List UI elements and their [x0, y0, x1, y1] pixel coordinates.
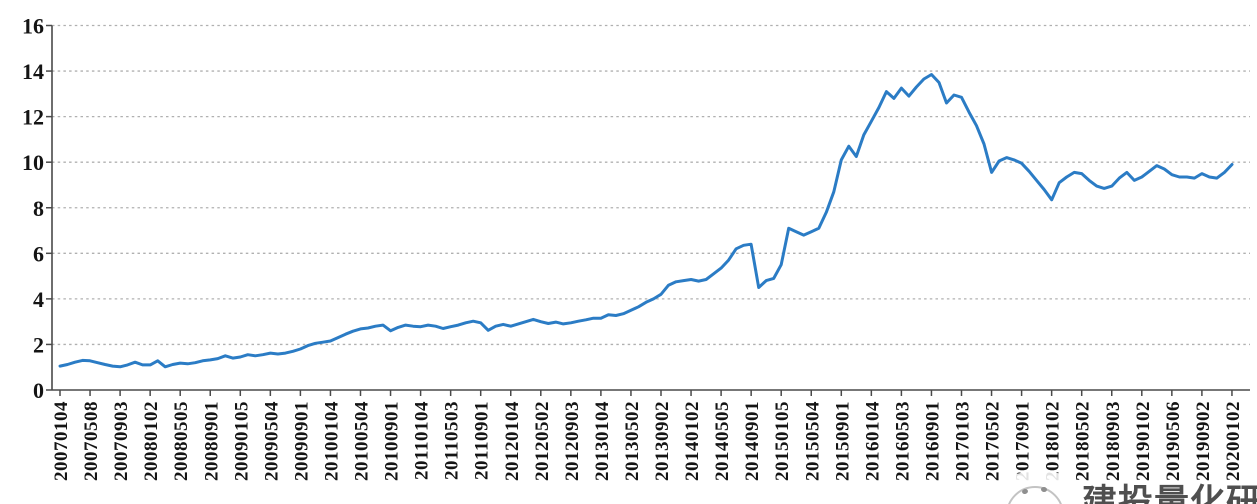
x-axis-tick-label: 20100901 [382, 401, 403, 481]
y-axis-tick-label: 6 [33, 241, 44, 266]
x-axis-tick-label: 20110901 [472, 401, 493, 480]
x-axis-tick-label: 20140901 [742, 401, 763, 481]
y-axis-tick-label: 12 [22, 105, 44, 130]
x-axis-tick-label: 20150901 [832, 401, 853, 481]
x-axis-tick-label: 20120502 [532, 401, 553, 481]
x-axis-tick-label: 20150504 [802, 401, 823, 481]
x-axis-tick-label: 20170901 [1013, 401, 1034, 481]
y-axis-tick-label: 4 [33, 287, 44, 312]
x-axis-tick-label: 20080901 [201, 401, 222, 481]
y-axis-tick-label: 0 [33, 378, 44, 403]
x-axis-tick-label: 20090504 [261, 401, 282, 481]
x-axis-tick-label: 20160104 [862, 401, 883, 481]
x-axis-tick-label: 20140505 [712, 401, 733, 481]
x-axis-tick-label: 20170103 [953, 401, 974, 481]
x-axis-tick-label: 20140102 [682, 401, 703, 481]
x-axis-tick-label: 20150105 [772, 401, 793, 481]
x-axis-tick-label: 20180502 [1073, 401, 1094, 481]
x-axis-tick-label: 20160901 [922, 401, 943, 481]
x-axis-tick-label: 20080102 [141, 401, 162, 481]
x-axis-tick-label: 20070508 [81, 401, 102, 481]
x-axis-tick-label: 20070104 [51, 401, 72, 481]
y-axis-tick-label: 2 [33, 332, 44, 357]
x-axis-tick-label: 20110503 [442, 401, 463, 480]
y-axis-tick-label: 14 [22, 59, 44, 84]
x-axis-tick-label: 20130104 [592, 401, 613, 481]
x-axis-tick-label: 20180102 [1043, 401, 1064, 481]
x-axis-tick-label: 20090105 [231, 401, 252, 481]
x-axis-tick-label: 20120104 [502, 401, 523, 481]
x-axis-tick-label: 20080505 [171, 401, 192, 481]
y-axis-tick-label: 8 [33, 196, 44, 221]
x-axis-tick-label: 20120903 [562, 401, 583, 481]
y-axis-tick-label: 16 [22, 14, 44, 39]
x-axis-tick-label: 20190902 [1193, 401, 1214, 481]
x-axis-tick-label: 20200102 [1223, 401, 1244, 481]
x-axis-tick-label: 20070903 [111, 401, 132, 481]
x-axis-tick-label: 20100504 [352, 401, 373, 481]
x-axis-tick-label: 20130902 [652, 401, 673, 481]
x-axis-tick-label: 20190506 [1163, 401, 1184, 481]
x-axis-tick-label: 20130502 [622, 401, 643, 481]
x-axis-tick-label: 20190102 [1133, 401, 1154, 481]
x-axis-tick-label: 20110104 [412, 401, 433, 480]
series-line [58, 73, 1234, 369]
x-axis-tick-label: 20090901 [291, 401, 312, 481]
x-axis-tick-label: 20100104 [321, 401, 342, 481]
x-axis-tick-label: 20170502 [983, 401, 1004, 481]
x-axis-tick-label: 20160503 [892, 401, 913, 481]
x-axis-tick-label: 20180903 [1103, 401, 1124, 481]
y-axis-tick-label: 10 [22, 150, 44, 175]
